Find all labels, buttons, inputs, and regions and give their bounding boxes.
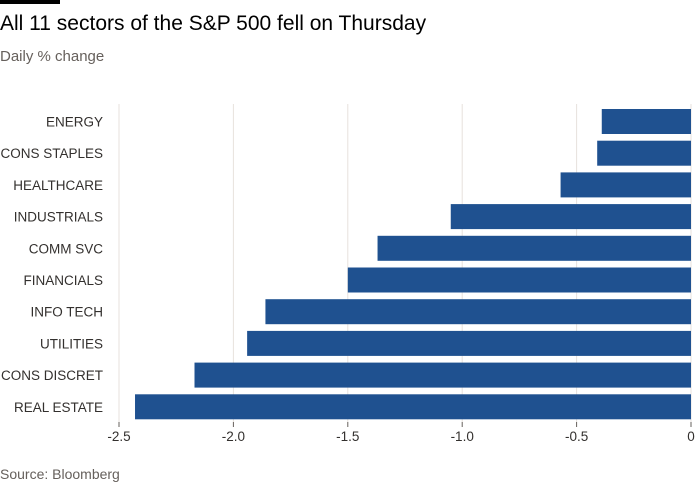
bar-comm-svc — [377, 235, 691, 261]
category-label: HEALTHCARE — [13, 178, 103, 193]
category-label: ENERGY — [46, 115, 103, 130]
chart-title: All 11 sectors of the S&P 500 fell on Th… — [0, 12, 427, 35]
x-tick-label: 0 — [687, 429, 695, 444]
x-tick-label: -0.5 — [565, 429, 588, 444]
x-tick-label: -1.5 — [336, 429, 359, 444]
category-label: CONS STAPLES — [0, 146, 103, 161]
bar-info-tech — [265, 299, 691, 325]
category-label: INDUSTRIALS — [14, 210, 103, 225]
category-label: CONS DISCRET — [1, 368, 103, 383]
top-rule — [0, 0, 60, 4]
category-label: REAL ESTATE — [14, 400, 103, 415]
bar-utilities — [247, 330, 692, 356]
x-tick-label: -1.0 — [451, 429, 474, 444]
bar-healthcare — [560, 172, 691, 198]
x-axis-ticks: -2.5 -2.0 -1.5 -1.0 -0.5 0 — [107, 422, 695, 444]
category-label: INFO TECH — [30, 305, 103, 320]
category-label: COMM SVC — [29, 241, 104, 256]
category-label: FINANCIALS — [23, 273, 103, 288]
category-labels: ENERGY CONS STAPLES HEALTHCARE INDUSTRIALS C… — [0, 115, 103, 415]
bars — [135, 109, 692, 420]
bar-cons-staples — [597, 140, 691, 166]
x-tick-label: -2.0 — [222, 429, 245, 444]
bar-financials — [347, 267, 691, 293]
bar-industrials — [450, 204, 691, 230]
x-tick-label: -2.5 — [107, 429, 130, 444]
category-label: UTILITIES — [40, 336, 103, 351]
bar-real-estate — [135, 394, 692, 420]
source-note: Source: Bloomberg — [0, 466, 120, 482]
chart-subtitle: Daily % change — [0, 48, 105, 65]
bar-energy — [601, 109, 691, 134]
bar-cons-discret — [194, 362, 691, 388]
